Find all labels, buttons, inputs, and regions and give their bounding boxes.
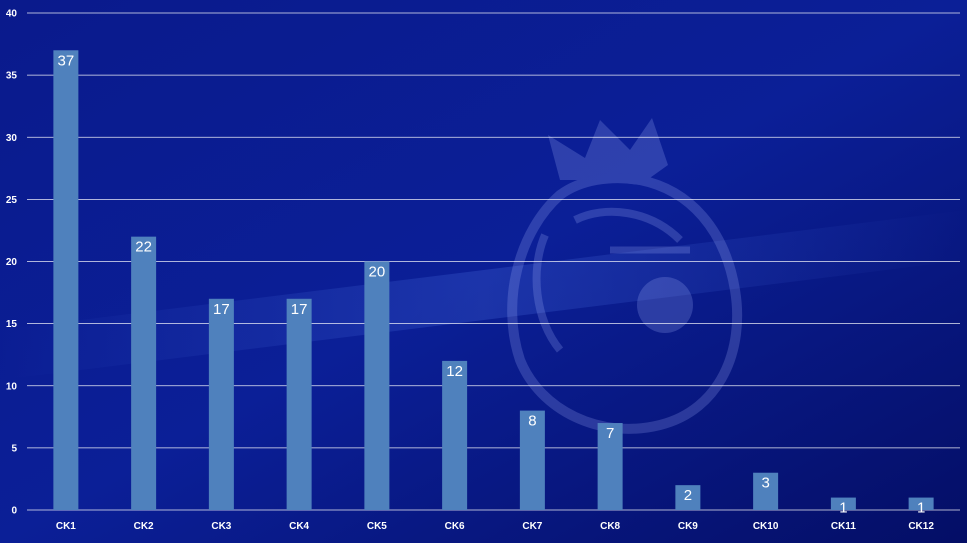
bar-ck9 <box>675 485 701 510</box>
data-label-ck8: 7 <box>606 425 614 442</box>
x-tick-label: CK8 <box>600 521 620 532</box>
bar-ck3 <box>208 298 234 510</box>
y-tick-label: 10 <box>6 381 18 392</box>
bars <box>53 50 934 511</box>
y-tick-label: 20 <box>6 257 18 268</box>
bar-ck1 <box>53 50 79 511</box>
data-label-ck4: 17 <box>291 301 308 318</box>
y-tick-label: 15 <box>6 319 18 330</box>
lion-watermark-icon <box>507 118 743 434</box>
data-label-ck2: 22 <box>135 239 152 256</box>
bar-ck6 <box>442 360 468 510</box>
data-label-ck12: 1 <box>917 500 925 517</box>
x-tick-label: CK2 <box>134 521 154 532</box>
bar-ck8 <box>597 423 623 510</box>
y-tick-label: 35 <box>6 71 18 82</box>
x-tick-label: CK11 <box>831 521 856 532</box>
x-tick-label: CK6 <box>445 521 465 532</box>
y-tick-label: 25 <box>6 195 18 206</box>
x-axis-ticks: CK1 CK2 CK3 CK4 CK5 CK6 CK7 CK8 CK9 CK10 CK11 CK12 <box>56 521 934 532</box>
x-tick-label: CK4 <box>289 521 309 532</box>
x-tick-label: CK7 <box>522 521 542 532</box>
bar-ck11 <box>830 497 856 510</box>
bar-ck7 <box>519 410 545 510</box>
data-label-ck7: 8 <box>528 413 536 430</box>
background-sheen <box>0 210 967 380</box>
x-tick-label: CK1 <box>56 521 76 532</box>
bar-ck2 <box>131 236 157 510</box>
x-tick-label: CK10 <box>753 521 779 532</box>
data-label-ck5: 20 <box>369 264 386 281</box>
data-label-ck1: 37 <box>58 52 75 69</box>
x-tick-label: CK3 <box>211 521 231 532</box>
y-axis-ticks: 0 5 10 15 20 25 30 35 40 <box>6 9 18 517</box>
data-label-ck9: 2 <box>684 487 692 504</box>
data-label-ck6: 12 <box>446 363 463 380</box>
y-tick-label: 0 <box>11 506 17 517</box>
y-tick-label: 5 <box>11 443 17 454</box>
y-tick-label: 40 <box>6 9 18 20</box>
bar-ck5 <box>364 261 390 510</box>
x-tick-label: CK9 <box>678 521 698 532</box>
data-label-ck3: 17 <box>213 301 230 318</box>
bar-ck12 <box>908 497 934 510</box>
data-label-ck10: 3 <box>761 475 769 492</box>
x-tick-label: CK5 <box>367 521 387 532</box>
gridlines <box>27 12 960 511</box>
bar-ck10 <box>753 472 779 510</box>
x-tick-label: CK12 <box>908 521 934 532</box>
data-label-ck11: 1 <box>839 500 847 517</box>
data-labels: 37 22 17 17 20 12 8 7 2 3 1 1 <box>58 52 926 516</box>
y-tick-label: 30 <box>6 133 18 144</box>
bar-ck4 <box>286 298 312 510</box>
